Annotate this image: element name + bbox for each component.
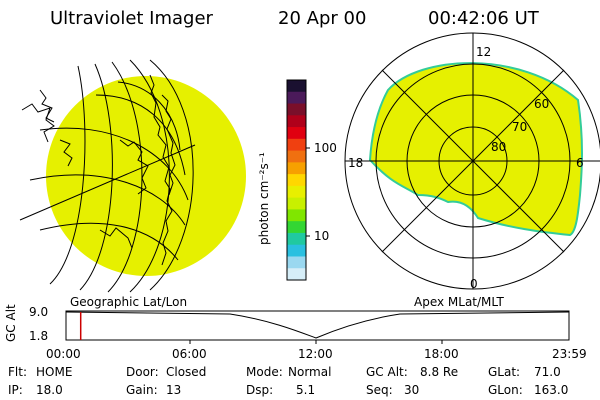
- latitude-line: [117, 81, 181, 151]
- coastline: [161, 94, 176, 196]
- colorbar-swatch: [287, 268, 306, 281]
- colorbar-swatch: [287, 162, 306, 175]
- timeline-frame: [65, 310, 570, 341]
- colorbar-swatch: [287, 221, 306, 234]
- colorbar-swatch: [287, 185, 306, 199]
- timeline-xtick: 23:59: [552, 347, 587, 361]
- mlt-label-12: 12: [476, 45, 492, 59]
- image-time: 00:42:06 UT: [428, 8, 539, 29]
- mlat-label-80: 80: [491, 140, 507, 154]
- mlt-label-0: 0: [470, 277, 478, 291]
- latitude-line: [95, 94, 186, 176]
- colorbar-label-100: 100: [314, 141, 337, 155]
- latitude-line: [39, 222, 179, 261]
- timeline-ytick-low: 1.8: [29, 329, 49, 343]
- status-seq-label: Seq:: [366, 383, 393, 397]
- altitude-curve: [65, 311, 570, 339]
- coastlines: [21, 74, 176, 266]
- longitude-line: [129, 59, 170, 293]
- coastline: [59, 139, 73, 167]
- status-gain-label: Gain:: [126, 383, 158, 397]
- colorbar-swatch: [287, 244, 306, 258]
- image-date: 20 Apr 00: [278, 8, 367, 29]
- colorbar-swatch: [287, 138, 306, 152]
- status-glat-label: GLat:: [488, 365, 521, 379]
- status-glon-value: 163.0: [534, 383, 569, 397]
- longitude-line: [49, 65, 86, 285]
- colorbar-swatch: [287, 80, 306, 93]
- left-panel-caption: Geographic Lat/Lon: [70, 295, 188, 309]
- colorbar-swatch: [287, 256, 306, 269]
- coastline: [99, 227, 133, 249]
- timeline-ytick-high: 9.0: [29, 305, 49, 319]
- status-mode-label: Mode:: [246, 365, 283, 379]
- timeline-plot: [65, 310, 570, 344]
- coastline: [39, 89, 55, 123]
- colorbar-swatch: [287, 103, 306, 116]
- status-door-label: Door:: [126, 365, 159, 379]
- colorbar-swatch: [287, 232, 306, 246]
- right-panel-caption: Apex MLat/MLT: [414, 295, 504, 309]
- aurora-region: [368, 62, 583, 237]
- colorbar-unit-label: photon cm⁻²s⁻¹: [257, 152, 271, 245]
- status-gain-value: 13: [166, 383, 182, 397]
- colorbar-swatch: [287, 150, 306, 163]
- status-gcalt-label: GC Alt:: [366, 365, 408, 379]
- status-ip-label: IP:: [8, 383, 23, 397]
- timeline-ylabel: GC Alt: [4, 304, 18, 342]
- mlat-label-70: 70: [512, 120, 528, 134]
- longitude-line: [79, 63, 113, 291]
- status-mode-value: Normal: [288, 365, 332, 379]
- timeline-xtick: 06:00: [172, 347, 207, 361]
- colorbar-swatch: [287, 197, 306, 211]
- longitude-line: [149, 59, 194, 291]
- mlt-line-diag: [381, 69, 565, 253]
- colorbar-swatch: [287, 209, 306, 222]
- coastline: [21, 103, 55, 143]
- latitude-line: [19, 144, 196, 221]
- status-dsp-value: 5.1: [296, 383, 316, 397]
- status-door-value: Closed: [166, 365, 207, 379]
- colorbar-frame: [286, 79, 307, 281]
- polar-plot: [344, 32, 600, 290]
- status-flt-label: Flt:: [8, 365, 27, 379]
- status-dsp-label: Dsp:: [246, 383, 274, 397]
- mlt-label-6: 6: [576, 156, 584, 170]
- timeline-xtick: 18:00: [424, 347, 459, 361]
- timeline-xtick: 00:00: [46, 347, 81, 361]
- colorbar-swatch: [287, 91, 306, 105]
- status-gcalt-value: 8.8 Re: [420, 365, 459, 379]
- colorbar-swatch: [287, 115, 306, 128]
- status-flt-value: HOME: [36, 365, 73, 379]
- status-ip-value: 18.0: [36, 383, 63, 397]
- colorbar-swatch: [287, 127, 306, 140]
- status-seq-value: 30: [404, 383, 420, 397]
- mlt-label-18: 18: [348, 156, 364, 170]
- status-glon-label: GLon:: [488, 383, 523, 397]
- status-glat-value: 71.0: [534, 365, 561, 379]
- timeline-xtick: 12:00: [298, 347, 333, 361]
- geographic-globe: [19, 59, 246, 293]
- globe-disc: [46, 76, 246, 276]
- mlat-label-60: 60: [534, 97, 550, 111]
- colorbar: [286, 79, 310, 281]
- coastline: [119, 139, 149, 195]
- colorbar-swatch: [287, 174, 306, 187]
- globe-grid: [19, 59, 196, 293]
- coastline: [149, 74, 173, 266]
- latitude-line: [29, 174, 186, 226]
- colorbar-label-10: 10: [314, 229, 330, 243]
- longitude-line: [107, 61, 143, 293]
- app-title: Ultraviolet Imager: [50, 8, 213, 29]
